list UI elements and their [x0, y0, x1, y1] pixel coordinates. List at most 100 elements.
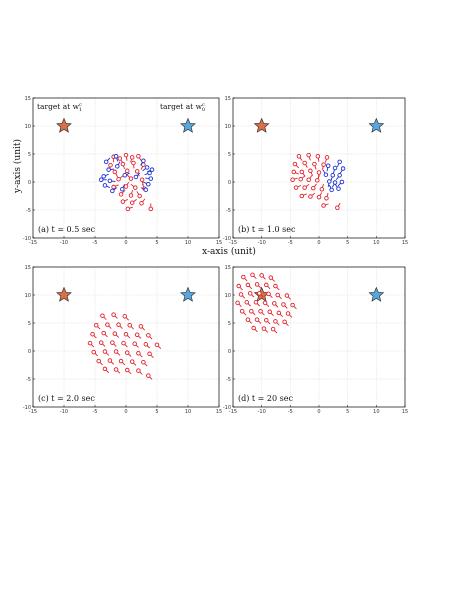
- y-tick-label: 5: [28, 152, 31, 158]
- agent-dot: [262, 300, 268, 306]
- x-tick-label: -10: [60, 240, 68, 246]
- y-tick-label: -5: [226, 377, 231, 383]
- agent-dot: [115, 164, 120, 169]
- agent-dot: [321, 162, 326, 167]
- agent-dot: [101, 330, 106, 336]
- agent-marker: [145, 176, 154, 181]
- agent-dot: [299, 193, 305, 199]
- x-tick-label: -10: [60, 409, 68, 415]
- agent-marker: [113, 367, 121, 374]
- agent-dot: [316, 170, 322, 175]
- agent-dot: [306, 152, 311, 158]
- agent-marker: [128, 190, 134, 198]
- agent-dot: [296, 153, 302, 159]
- agent-dot: [332, 180, 338, 185]
- y-tick-label: 0: [228, 180, 231, 186]
- agent-marker: [141, 359, 148, 367]
- agent-marker: [142, 165, 150, 172]
- x-tick-label: -5: [93, 240, 98, 246]
- agent-marker: [115, 161, 121, 169]
- agent-dot: [148, 176, 154, 181]
- agent-marker: [257, 291, 264, 298]
- x-tick-label: -15: [229, 240, 237, 246]
- agent-dot: [133, 174, 139, 180]
- agent-marker: [268, 275, 276, 282]
- agent-marker: [140, 158, 146, 166]
- agent-dot: [143, 187, 149, 193]
- agent-dot: [149, 167, 155, 172]
- agent-dot: [253, 300, 259, 305]
- agent-marker: [100, 313, 107, 320]
- agent-marker: [93, 322, 101, 330]
- agent-marker: [101, 330, 108, 338]
- y-tick-label: -5: [26, 377, 31, 383]
- agent-dot: [324, 155, 330, 160]
- agent-marker: [273, 319, 280, 326]
- panel-caption: (d) t = 20 sec: [238, 394, 293, 403]
- agent-dot: [298, 176, 303, 182]
- agent-dot: [292, 161, 298, 167]
- agent-marker: [90, 331, 97, 339]
- agent-marker: [98, 177, 107, 183]
- agent-marker: [146, 167, 155, 173]
- agent-marker: [293, 184, 302, 190]
- agent-dot: [101, 174, 106, 179]
- agent-dot: [257, 291, 262, 296]
- agent-dot: [330, 173, 336, 178]
- x-tick-label: 15: [216, 409, 222, 415]
- agent-dot: [122, 173, 128, 178]
- agent-dot: [107, 178, 113, 184]
- target-star-w0: [368, 286, 385, 302]
- agent-dot: [124, 168, 130, 174]
- target-star-w1: [253, 117, 270, 133]
- target-star-w1: [56, 117, 72, 133]
- agent-marker: [146, 373, 153, 380]
- agent-dot: [154, 342, 160, 348]
- agent-dot: [120, 161, 126, 167]
- agent-dot: [120, 187, 125, 192]
- agent-marker: [261, 326, 269, 333]
- agent-marker: [123, 152, 129, 161]
- agent-dot: [102, 349, 108, 354]
- agent-marker: [254, 282, 262, 289]
- agent-dot: [113, 349, 119, 354]
- agent-marker: [129, 199, 137, 205]
- agent-marker: [105, 322, 112, 329]
- agent-marker: [136, 368, 143, 375]
- x-tick-label: -15: [29, 240, 37, 246]
- agent-marker: [335, 173, 342, 180]
- agent-dot: [96, 358, 101, 364]
- agent-marker: [238, 292, 246, 299]
- agent-dot: [340, 166, 346, 171]
- agent-dot: [319, 187, 325, 192]
- agent-marker: [123, 181, 130, 189]
- y-tick-label: -10: [23, 236, 31, 242]
- x-tick-label: 10: [185, 240, 191, 246]
- agent-marker: [118, 190, 126, 197]
- agent-marker: [327, 179, 332, 188]
- agent-marker: [103, 157, 111, 165]
- target-star-w0: [180, 117, 196, 133]
- agent-marker: [259, 273, 266, 280]
- y-tick-label: 5: [228, 321, 231, 327]
- agent-marker: [102, 349, 110, 356]
- agent-marker: [136, 153, 142, 161]
- agent-marker: [249, 308, 256, 316]
- agent-dot: [120, 199, 126, 204]
- agent-dot: [324, 195, 329, 201]
- agent-dot: [136, 350, 141, 356]
- agent-dot: [146, 373, 151, 378]
- agent-dot: [308, 194, 313, 199]
- agent-marker: [124, 350, 132, 357]
- agent-marker: [306, 152, 311, 161]
- agent-dot: [275, 292, 280, 298]
- agent-dot: [110, 188, 115, 194]
- y-tick-label: 15: [25, 265, 31, 271]
- agent-marker: [324, 155, 330, 163]
- agent-dot: [105, 322, 110, 327]
- agent-dot: [254, 282, 260, 287]
- agent-dot: [299, 169, 305, 175]
- agent-marker: [144, 170, 152, 176]
- agent-marker: [245, 282, 253, 290]
